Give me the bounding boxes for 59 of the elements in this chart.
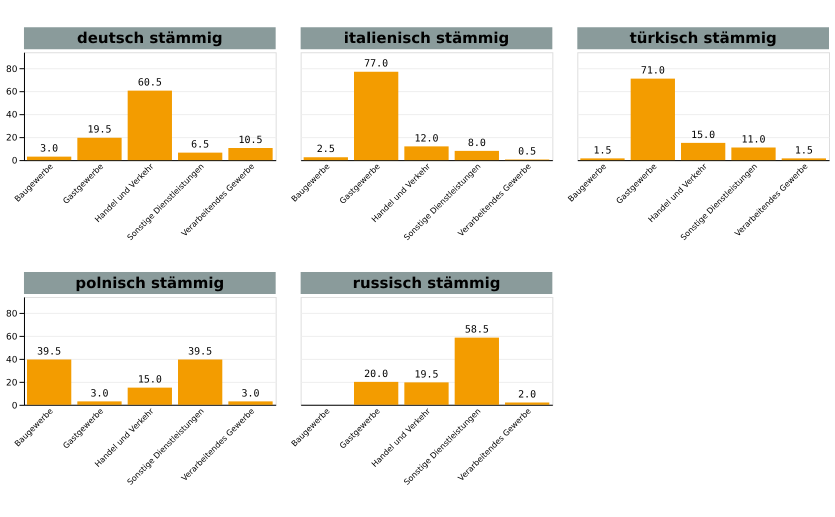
bar <box>228 148 273 160</box>
data-label: 8.0 <box>468 138 486 149</box>
bar <box>228 401 273 405</box>
data-label: 19.5 <box>414 369 438 380</box>
bar <box>26 359 72 405</box>
data-label: 6.5 <box>191 140 210 151</box>
chart-title: türkisch stämmig <box>630 29 777 48</box>
bar <box>630 78 675 160</box>
data-label: 15.0 <box>138 374 162 386</box>
bar <box>681 142 726 160</box>
chart-title: polnisch stämmig <box>75 274 224 292</box>
bar <box>454 150 499 160</box>
data-label: 1.5 <box>593 145 612 156</box>
bar <box>77 138 122 160</box>
bar <box>26 156 72 160</box>
data-label: 20.0 <box>364 368 388 380</box>
y-tick-label: 20 <box>6 378 18 388</box>
data-label: 60.5 <box>138 78 162 89</box>
data-label: 2.5 <box>316 144 335 156</box>
data-label: 3.0 <box>241 388 260 400</box>
data-label: 15.0 <box>691 130 716 141</box>
data-label: 71.0 <box>640 66 665 77</box>
y-tick-label: 80 <box>6 64 18 75</box>
data-label: 58.5 <box>464 324 489 336</box>
data-label: 3.0 <box>40 144 58 155</box>
data-label: 77.0 <box>364 58 388 70</box>
bar <box>454 338 499 405</box>
chart-title: russisch stämmig <box>352 274 500 292</box>
data-label: 1.5 <box>794 145 813 156</box>
data-label: 10.5 <box>238 135 263 146</box>
y-tick-label: 40 <box>6 110 18 121</box>
bar <box>77 401 122 405</box>
bar <box>178 359 222 405</box>
y-tick-label: 20 <box>6 134 18 144</box>
data-label: 19.5 <box>87 124 112 136</box>
bar <box>304 157 348 160</box>
bar <box>128 90 172 160</box>
y-tick-label: 0 <box>12 156 18 167</box>
bar <box>178 152 222 160</box>
data-label: 11.0 <box>741 134 766 146</box>
data-label: 12.0 <box>414 133 438 144</box>
data-label: 0.5 <box>518 146 536 158</box>
y-tick-label: 0 <box>12 401 18 412</box>
y-tick-label: 60 <box>6 332 18 342</box>
bar <box>404 146 449 160</box>
chart-title: italienisch stämmig <box>344 29 510 48</box>
y-tick-label: 60 <box>6 88 18 98</box>
y-tick-label: 40 <box>6 355 18 366</box>
bar <box>128 388 172 405</box>
bar <box>354 72 398 160</box>
bar <box>354 382 398 405</box>
chart-title: deutsch stämmig <box>77 29 223 48</box>
y-tick-label: 80 <box>6 310 18 320</box>
data-label: 3.0 <box>90 388 108 400</box>
bar <box>404 382 449 405</box>
data-label: 39.5 <box>37 346 62 358</box>
data-label: 2.0 <box>518 390 536 401</box>
data-label: 39.5 <box>188 346 212 358</box>
bar <box>731 147 776 160</box>
